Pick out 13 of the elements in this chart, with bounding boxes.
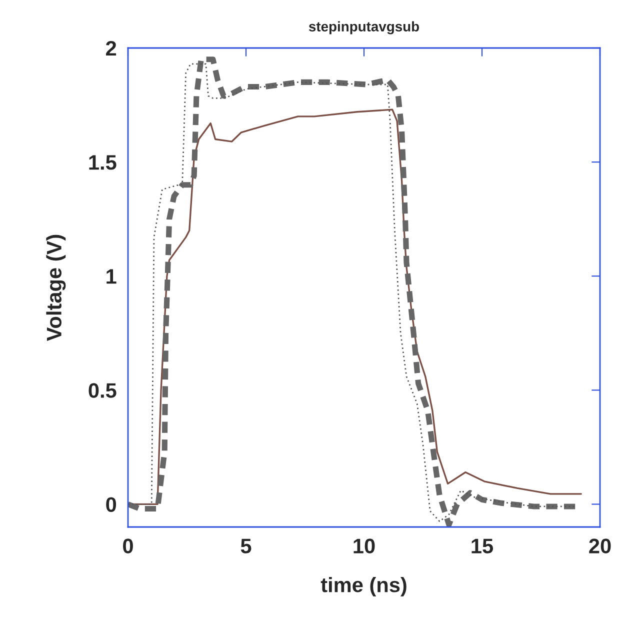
x-axis-title: time (ns) — [320, 576, 406, 596]
x-tick-label: 5 — [240, 538, 252, 554]
x-tick-label: 0 — [123, 538, 133, 554]
y-tick-label: 1.5 — [89, 155, 116, 170]
y-tick-label: 0.5 — [88, 383, 116, 398]
chart-title: stepinputavgsub — [308, 21, 419, 34]
x-tick-label: 20 — [589, 538, 611, 554]
x-tick-label: 15 — [472, 538, 494, 554]
x-tick-label: 10 — [354, 538, 375, 554]
y-axis-title: Voltage (V) — [46, 234, 66, 341]
y-tick-label: 0 — [106, 497, 116, 512]
y-tick-label: 1 — [106, 269, 116, 284]
y-tick-label: 2 — [106, 41, 116, 56]
